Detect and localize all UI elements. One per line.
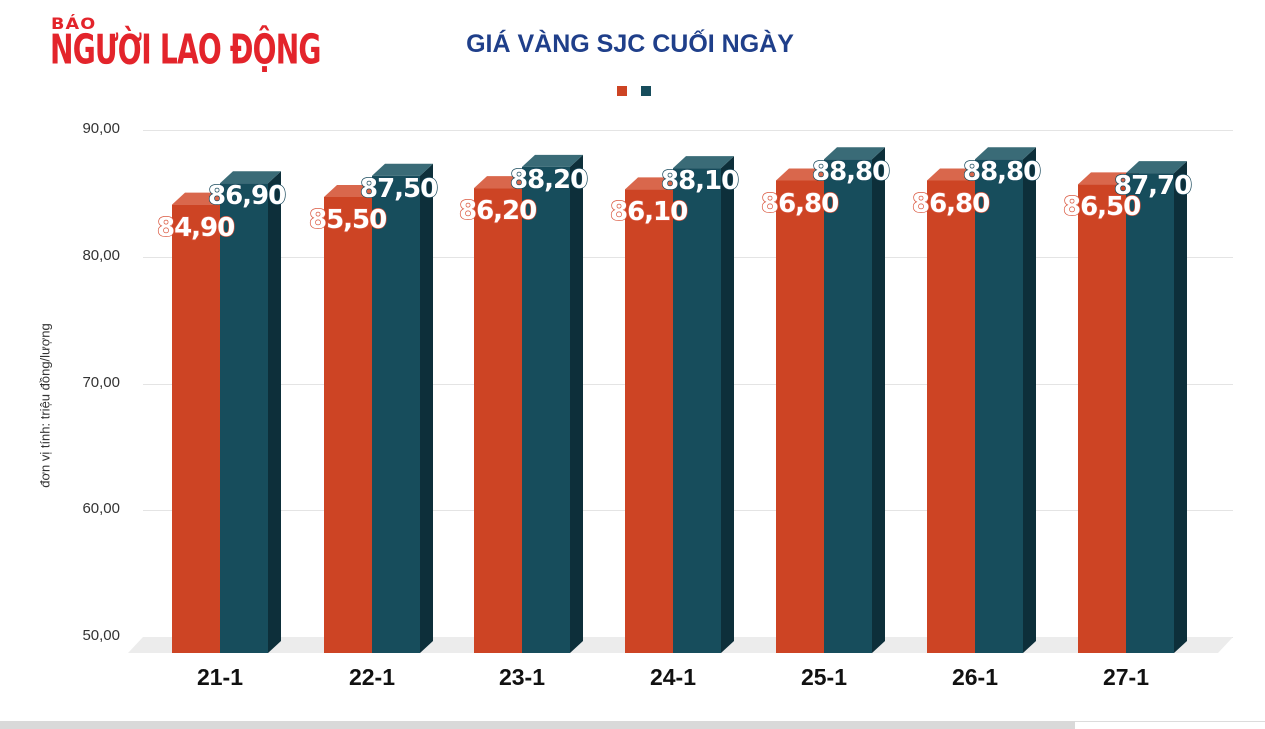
data-label-series-b: 87,50 [359,173,439,204]
bar-series-b-side [872,147,885,653]
bar-series-a-top [324,185,385,198]
data-label-series-a: 85,50 [308,204,388,236]
chart-title: GIÁ VÀNG SJC CUỐI NGÀY [466,30,794,58]
legend-swatch-series-a [617,86,627,96]
gridline [143,130,1233,131]
bar-series-a [776,180,824,653]
data-label-series-b: 88,80 [962,157,1042,188]
data-label-series-b: 86,90 [207,181,287,212]
bar-series-a [625,189,673,653]
data-label-series-a: 86,20 [458,195,538,227]
chart-legend [617,86,651,96]
x-tick-label: 26-1 [951,664,999,690]
bar-series-a-top [625,177,686,190]
x-tick-label: 27-1 [1102,664,1150,690]
logo-prefix: BÁO [51,14,97,33]
data-label-series-a: 86,50 [1062,192,1142,223]
bar-series-b [673,168,721,653]
bar-series-a [927,180,975,653]
bar-series-b [372,175,420,653]
bar-series-b-top [824,147,885,160]
bar-series-b-top [975,147,1036,160]
bar-series-a-top [776,168,837,181]
bar-series-b-side [268,171,281,654]
logo-wordmark: NGƯỜI LAO ĐỘNG [50,26,321,75]
bar-series-b [522,166,570,653]
y-tick-label: 90,00 [82,120,120,137]
scrollbar-track [1075,721,1265,722]
bar-series-b-top [372,163,433,176]
bar-series-b [220,183,268,654]
data-label-series-a: 84,90 [156,212,236,243]
bar-series-a [474,188,522,654]
bar-series-a [1078,184,1126,654]
horizontal-scrollbar[interactable] [0,721,1075,729]
legend-swatch-series-b [641,86,651,96]
data-label-series-b: 88,80 [811,157,891,188]
bar-series-a-top [927,168,988,181]
bar-series-a-top [172,192,233,205]
bar-series-b-side [420,163,433,653]
bar-series-b-top [673,156,734,169]
bar-series-b-top [522,154,583,167]
x-tick-label: 23-1 [498,664,546,690]
bar-series-b [975,159,1023,653]
data-label-series-b: 87,70 [1113,170,1193,202]
bar-series-a [172,204,220,653]
bar-series-b-side [721,156,734,653]
bar-series-b [824,159,872,653]
bar-series-b-top [220,171,281,184]
x-tick-label: 22-1 [348,664,396,690]
bar-series-b-side [1023,147,1036,653]
data-label-series-b: 88,20 [509,164,589,195]
y-tick-label: 60,00 [82,500,120,518]
bar-series-a-top [474,176,535,189]
data-label-series-b: 88,10 [660,165,740,197]
bar-series-b-side [570,154,583,653]
x-tick-label: 25-1 [800,664,848,690]
data-label-series-a: 86,80 [760,188,840,219]
x-tick-label: 21-1 [196,664,244,690]
bar-series-b-top [1126,161,1187,174]
y-tick-label: 70,00 [82,373,120,391]
data-label-series-a: 86,80 [911,188,991,219]
bar-series-a [324,197,372,653]
y-tick-label: 50,00 [82,627,120,644]
bar-series-b-side [1174,161,1187,653]
data-label-series-a: 86,10 [609,197,689,228]
y-tick-label: 80,00 [82,246,120,264]
x-tick-label: 24-1 [649,664,697,690]
bar-series-a-top [1078,172,1139,185]
bar-series-b [1126,173,1174,653]
